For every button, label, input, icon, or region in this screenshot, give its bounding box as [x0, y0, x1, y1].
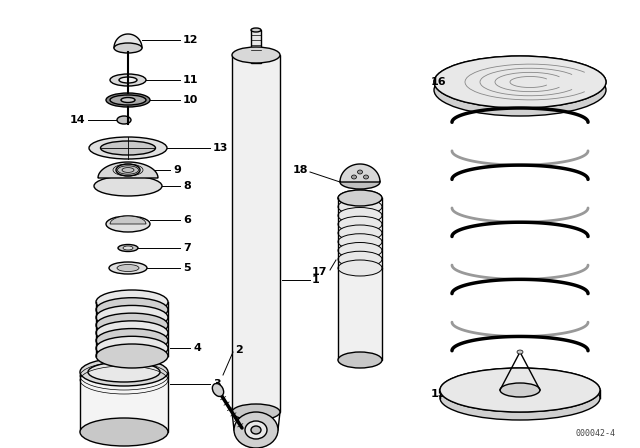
- Text: 10: 10: [183, 95, 198, 105]
- Ellipse shape: [110, 74, 146, 86]
- Text: 6: 6: [183, 215, 191, 225]
- Text: 15: 15: [431, 389, 446, 399]
- Ellipse shape: [340, 175, 380, 189]
- Ellipse shape: [117, 116, 131, 124]
- Ellipse shape: [94, 176, 162, 196]
- Polygon shape: [500, 390, 540, 397]
- Bar: [338, 268, 382, 360]
- Ellipse shape: [338, 225, 382, 241]
- Ellipse shape: [517, 350, 523, 354]
- Text: 9: 9: [173, 165, 181, 175]
- Ellipse shape: [96, 328, 168, 353]
- Ellipse shape: [251, 426, 261, 434]
- Ellipse shape: [338, 190, 382, 206]
- Text: 3: 3: [213, 379, 221, 389]
- Ellipse shape: [96, 290, 168, 314]
- Ellipse shape: [118, 245, 138, 251]
- Ellipse shape: [96, 306, 168, 329]
- Text: 4: 4: [193, 343, 201, 353]
- Ellipse shape: [440, 368, 600, 412]
- Text: 000042-4: 000042-4: [575, 429, 615, 438]
- Ellipse shape: [121, 98, 135, 103]
- Ellipse shape: [245, 421, 267, 439]
- Ellipse shape: [88, 362, 160, 382]
- Text: 5: 5: [183, 263, 191, 273]
- Ellipse shape: [338, 190, 382, 206]
- Text: 1: 1: [312, 275, 320, 285]
- Ellipse shape: [338, 207, 382, 224]
- Ellipse shape: [434, 56, 606, 108]
- Ellipse shape: [96, 298, 168, 322]
- Ellipse shape: [96, 313, 168, 337]
- Text: 11: 11: [183, 75, 198, 85]
- Ellipse shape: [364, 175, 369, 179]
- Ellipse shape: [80, 358, 168, 386]
- Polygon shape: [110, 216, 146, 224]
- Text: 8: 8: [183, 181, 191, 191]
- Ellipse shape: [338, 251, 382, 267]
- Ellipse shape: [96, 344, 168, 368]
- Ellipse shape: [434, 64, 606, 116]
- Ellipse shape: [123, 246, 133, 250]
- Bar: [251, 30, 261, 63]
- Text: 14: 14: [69, 115, 85, 125]
- Ellipse shape: [96, 336, 168, 360]
- Ellipse shape: [338, 352, 382, 368]
- Polygon shape: [98, 162, 158, 178]
- Ellipse shape: [234, 412, 278, 448]
- Ellipse shape: [96, 321, 168, 345]
- Ellipse shape: [114, 43, 142, 53]
- Text: 17: 17: [312, 267, 327, 277]
- Ellipse shape: [500, 383, 540, 397]
- Ellipse shape: [80, 418, 168, 446]
- Polygon shape: [340, 164, 380, 182]
- Text: 2: 2: [235, 345, 243, 355]
- Ellipse shape: [106, 216, 150, 232]
- Ellipse shape: [434, 56, 606, 108]
- Ellipse shape: [212, 383, 223, 396]
- Ellipse shape: [116, 164, 140, 176]
- Text: 12: 12: [183, 35, 198, 45]
- Bar: [80, 372, 168, 432]
- Ellipse shape: [358, 170, 362, 174]
- Ellipse shape: [110, 95, 146, 105]
- Text: 16: 16: [430, 77, 446, 87]
- Ellipse shape: [119, 77, 137, 83]
- Ellipse shape: [106, 93, 150, 107]
- Polygon shape: [114, 34, 142, 48]
- Text: 18: 18: [292, 165, 308, 175]
- Ellipse shape: [251, 28, 261, 32]
- Ellipse shape: [338, 199, 382, 215]
- Ellipse shape: [232, 47, 280, 63]
- Bar: [232, 55, 280, 412]
- Ellipse shape: [232, 404, 280, 420]
- Ellipse shape: [109, 262, 147, 274]
- Ellipse shape: [338, 242, 382, 258]
- Ellipse shape: [100, 141, 156, 155]
- Text: 13: 13: [213, 143, 228, 153]
- Ellipse shape: [338, 216, 382, 232]
- Text: 7: 7: [183, 243, 191, 253]
- Ellipse shape: [338, 260, 382, 276]
- Ellipse shape: [117, 264, 139, 271]
- Ellipse shape: [338, 234, 382, 250]
- Ellipse shape: [440, 368, 600, 412]
- Ellipse shape: [351, 175, 356, 179]
- Ellipse shape: [440, 376, 600, 420]
- Ellipse shape: [89, 137, 167, 159]
